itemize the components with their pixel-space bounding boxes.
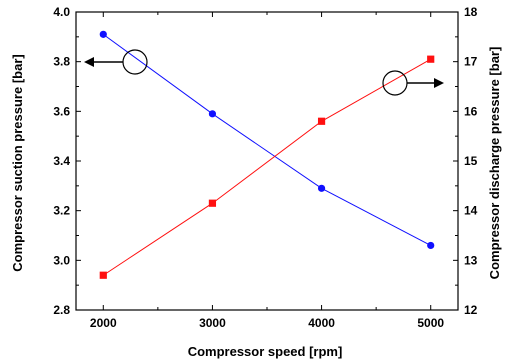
data-point-left — [99, 30, 107, 38]
y-right-tick-label: 17 — [464, 55, 478, 69]
y-left-tick-label: 3.4 — [53, 154, 70, 168]
data-point-right — [427, 55, 435, 63]
data-point-left — [427, 241, 435, 250]
y-right-tick-label: 14 — [464, 204, 478, 218]
x-axis-label: Compressor speed [rpm] — [188, 344, 343, 359]
left-axis-indicator-arrowhead — [84, 57, 94, 67]
data-point-left — [208, 110, 217, 118]
y-left-tick-label: 3.0 — [53, 253, 70, 267]
data-point-right — [99, 271, 107, 279]
y-left-tick-label: 4.0 — [53, 5, 70, 19]
y-axis-left-label: Compressor suction pressure [bar] — [10, 54, 25, 271]
y-right-tick-label: 13 — [464, 253, 478, 267]
data-point-right — [317, 117, 326, 125]
data-point-left — [317, 184, 326, 192]
y-right-tick-label: 18 — [464, 5, 478, 19]
left-axis-indicator-circle — [122, 49, 148, 75]
plot-area: 2000 3000 4000 5000 2.8 3.0 3.2 3.4 3.6 3.8 4.0 12 1… — [53, 5, 477, 330]
y-left-tick-label: 2.8 — [53, 303, 70, 317]
y-right-tick-label: 12 — [464, 303, 478, 317]
data-point-right — [208, 199, 217, 207]
y-left-tick-label: 3.2 — [53, 204, 70, 218]
x-tick-label: 3000 — [199, 316, 226, 330]
right-axis-indicator-arrowhead — [434, 78, 444, 88]
y-right-tick-label: 16 — [464, 104, 478, 118]
x-tick-label: 2000 — [90, 316, 117, 330]
y-left-tick-label: 3.8 — [53, 55, 70, 69]
x-tick-label: 4000 — [308, 316, 335, 330]
series-line-left — [102, 33, 431, 246]
y-axis-right-label: Compressor discharge pressure [bar] — [487, 47, 502, 280]
y-right-tick-label: 15 — [464, 154, 478, 168]
y-left-tick-label: 3.6 — [53, 104, 70, 118]
right-axis-indicator-circle — [382, 70, 408, 96]
x-tick-label: 5000 — [417, 316, 444, 330]
series-line-right — [103, 58, 431, 276]
